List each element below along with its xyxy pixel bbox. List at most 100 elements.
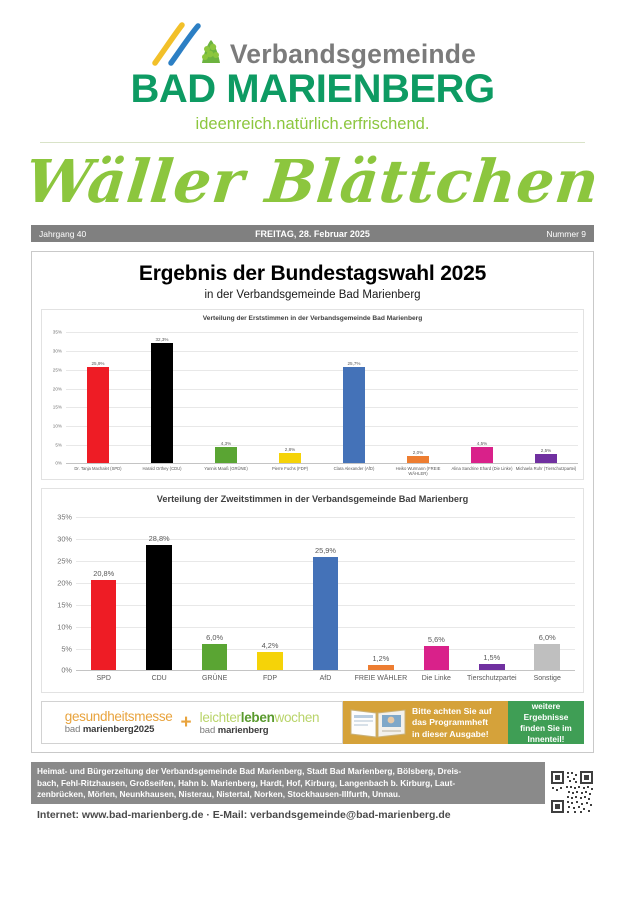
article-subheadline: in der Verbandsgemeinde Bad Marienberg: [204, 288, 421, 301]
x-axis-tick-label: FREIE WÄHLER: [354, 675, 408, 683]
llw-line2-b: marienberg: [217, 724, 269, 736]
ad-programmheft[interactable]: Bitte achten Sie auf das Programmheft in…: [343, 701, 508, 745]
bar-group: 4,5%: [450, 332, 514, 464]
bar: 1,5%: [479, 653, 505, 671]
bar-value-label: 2,5%: [540, 448, 552, 454]
bar-group: 4,2%: [242, 517, 297, 671]
chart-bars: 20,8% 28,8% 6,0% 4,2% 25,9% 1,2% 5,6% 1,5% 6,0%: [76, 517, 575, 671]
gridline: [76, 517, 575, 519]
y-axis-tick-label: 30%: [57, 534, 72, 544]
article-frame: Ergebnis der Bundestagswahl 2025 in der …: [31, 251, 594, 754]
bar-group: 5,6%: [409, 517, 464, 671]
y-axis-tick-label: 5%: [55, 442, 62, 448]
gridline: [76, 539, 575, 541]
ad-weitere-ergebnisse[interactable]: weitere Ergebnisse finden Sie im Innente…: [508, 700, 584, 745]
bar-value-label: 6,0%: [538, 633, 556, 643]
x-axis-tick-label: GRÜNE: [201, 675, 228, 683]
ad-strip: gesundheitsmesse bad marienberg2025 + le…: [41, 700, 584, 745]
gm-line2-a: bad: [64, 724, 83, 736]
bar-value-label: 28,8%: [148, 533, 170, 543]
ad-mid-line1: Bitte achten Sie auf: [412, 705, 492, 716]
y-axis-tick-label: 0%: [61, 665, 72, 675]
llw-line2-a: bad: [199, 724, 218, 736]
x-axis-tick-label: Yannis Maaß (GRÜNE): [204, 466, 248, 472]
ad-gesundheitsmesse[interactable]: gesundheitsmesse bad marienberg2025 + le…: [41, 701, 343, 745]
chart-title: Verteilung der Zweitstimmen in der Verba…: [156, 494, 469, 505]
x-axis-tick-label: Clara Alexander (AfD): [333, 466, 375, 472]
bar-value-label: 20,8%: [93, 568, 115, 578]
bar: 4,3%: [215, 441, 237, 464]
footer-texts: Heimat- und Bürgerzeitung der Verbandsge…: [31, 762, 545, 821]
bar-value-label: 25,9%: [314, 546, 336, 556]
x-axis-tick-label: SPD: [96, 675, 111, 683]
bar-group: 2,5%: [514, 332, 578, 464]
gridline: [66, 407, 578, 409]
booklet-icon: [349, 706, 407, 740]
issue-date: FREITAG, 28. Februar 2025: [255, 228, 370, 239]
bar-group: 6,0%: [520, 517, 575, 671]
y-axis-tick-label: 35%: [52, 329, 62, 335]
bar: 25,9%: [87, 361, 109, 464]
x-axis-tick-label: Tierschutzpartei: [467, 675, 517, 683]
bar-group: 25,9%: [66, 332, 130, 464]
x-axis-tick-label: Harald Orthey (CDU): [142, 466, 182, 472]
x-axis-tick-label: AfD: [319, 675, 332, 683]
ad-mid-line3: in dieser Ausgabe!: [412, 728, 489, 739]
x-axis-tick-label: Dr. Tanja Machalet (SPD): [74, 466, 122, 472]
ad-right-line1: weitere: [531, 700, 561, 711]
bar: 25,7%: [343, 361, 365, 464]
gridline: [66, 351, 578, 353]
llw-line1-b: leben: [240, 709, 275, 725]
y-axis-tick-label: 30%: [52, 348, 62, 354]
x-axis-tick-label: Heiko Wurmann (FREIE WÄHLER): [395, 466, 441, 477]
bar: 6,0%: [201, 633, 228, 671]
ad-mid-line2: das Programmheft: [412, 717, 488, 728]
y-axis-tick-label: 0%: [55, 460, 62, 466]
bar-group: 2,8%: [258, 332, 322, 464]
y-axis-tick-label: 20%: [57, 578, 72, 588]
bar: 2,5%: [535, 448, 557, 464]
masthead: Verbandsgemeinde BAD MARIENBERG ideenrei…: [0, 0, 625, 243]
gridline: [66, 388, 578, 390]
bar: 4,2%: [257, 641, 283, 671]
bar-value-label: 25,9%: [91, 360, 105, 366]
chart-title: Verteilung der Erststimmen in der Verban…: [202, 314, 423, 322]
issue-number: Nummer 9: [546, 228, 586, 239]
bar-value-label: 6,0%: [206, 633, 224, 643]
chart-zweitstimmen: Verteilung der Zweitstimmen in der Verba…: [41, 488, 584, 694]
bar: 2,0%: [407, 450, 429, 464]
bar-group: 25,9%: [298, 517, 353, 671]
page-title: Wäller Blättchen: [22, 146, 603, 216]
qr-code-icon[interactable]: [550, 762, 594, 821]
logo-bad-marienberg-text: BAD MARIENBERG: [130, 67, 495, 111]
brand-gesundheitsmesse: gesundheitsmesse bad marienberg2025: [64, 709, 173, 736]
x-axis-tick-label: Pierre Fuchs (FDP): [271, 466, 309, 472]
plus-icon: +: [180, 711, 192, 733]
bar: 32,3%: [151, 337, 173, 464]
x-axis-tick-label: Die Linke: [421, 675, 451, 683]
issue-bar: Jahrgang 40 FREITAG, 28. Februar 2025 Nu…: [31, 225, 594, 243]
chart-bars: 25,9% 32,3% 4,3% 2,8% 25,7% 2,0% 4,5% 2,5%: [66, 332, 578, 464]
gridline: [66, 426, 578, 427]
gm-line1-b: messe: [134, 709, 173, 725]
bar-value-label: 25,7%: [347, 361, 361, 367]
bar-value-label: 2,0%: [412, 449, 424, 455]
gm-line1-a: gesundheits: [64, 709, 135, 725]
gridline: [66, 444, 578, 446]
bar-value-label: 1,5%: [483, 652, 501, 662]
gm-line2-c: 2025: [133, 724, 155, 736]
y-axis-tick-label: 15%: [57, 600, 72, 610]
masthead-divider: [40, 141, 585, 143]
footer-contact[interactable]: Internet: www.bad-marienberg.de · E-Mail…: [37, 809, 451, 822]
x-axis-labels: Dr. Tanja Machalet (SPD) Harald Orthey (C…: [66, 467, 578, 477]
gridline: [66, 369, 578, 371]
bar-value-label: 5,6%: [427, 635, 445, 644]
bar-value-label: 2,8%: [284, 446, 296, 452]
y-axis-tick-label: 20%: [52, 386, 62, 392]
y-axis-tick-label: 25%: [57, 556, 72, 566]
chart-plot-area: 0% 5% 10% 15% 20% 25% 30% 35% 25,9% 32,3% 4,3% 2,8%…: [42, 324, 583, 479]
x-axis-tick-label: FDP: [263, 675, 278, 683]
bar-group: 2,0%: [386, 332, 450, 464]
ad-right-line4: Innenteil!: [527, 734, 565, 745]
